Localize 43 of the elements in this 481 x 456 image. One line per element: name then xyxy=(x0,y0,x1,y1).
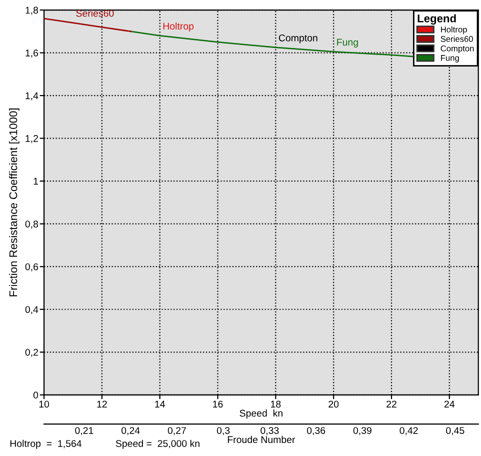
annotation: Series60 xyxy=(76,10,114,17)
text: Holtrop = 1,564 xyxy=(10,440,82,449)
annotation: Fung xyxy=(337,38,358,48)
x-tick-label: 24 xyxy=(444,400,455,408)
x2-tick-label: 0,27 xyxy=(168,427,186,436)
y-tick-label: 0 xyxy=(33,392,38,399)
x2-tick-label: 0,21 xyxy=(75,427,94,436)
x2-tick-label: 0,45 xyxy=(446,427,464,436)
x2-tick-label: 0,3 xyxy=(216,427,230,436)
text: Speed = 25,000 kn xyxy=(116,440,200,449)
line-series xyxy=(130,30,416,58)
y-tick-label: 0,8 xyxy=(25,220,38,229)
y-tick-label: 1,2 xyxy=(26,135,38,144)
x-axis-title: Speed kn xyxy=(240,410,282,419)
y-tick-label: 0,2 xyxy=(25,348,38,357)
line-series xyxy=(44,18,132,32)
x2-tick-label: 0,36 xyxy=(306,427,326,436)
y-axis-title: Friction Resistance Coefficient [x1000] xyxy=(9,108,20,296)
x-tick-label: 12 xyxy=(97,400,107,408)
x2-axis-title: Froude Number xyxy=(228,436,296,444)
x-tick-label: 10 xyxy=(39,400,50,408)
legend-label: Series60 xyxy=(440,36,473,42)
y-tick-label: 1 xyxy=(34,178,38,185)
legend-label: Compton xyxy=(440,45,474,54)
x-tick-label: 22 xyxy=(386,400,396,408)
y-tick-label: 0,4 xyxy=(25,306,38,314)
legend-label: Holtrop xyxy=(441,26,467,34)
x2-tick-label: 0,33 xyxy=(260,427,279,436)
x2-tick-label: 0,39 xyxy=(353,427,372,436)
annotation: Compton xyxy=(278,34,318,44)
y-tick-label: 0,6 xyxy=(25,263,38,272)
x-tick-label: 14 xyxy=(155,400,165,408)
x2-tick-label: 0,42 xyxy=(400,427,418,436)
x-tick-label: 16 xyxy=(213,400,223,408)
legend-title: Legend xyxy=(418,14,456,25)
y-tick-label: 1,8 xyxy=(26,6,38,15)
y-tick-label: 1,4 xyxy=(26,92,38,100)
x2-tick-label: 0,24 xyxy=(121,427,140,436)
legend-label: Fung xyxy=(441,55,459,63)
y-tick-label: 1,6 xyxy=(26,50,38,58)
annotation: Holtrop xyxy=(163,22,194,32)
x-tick-label: 20 xyxy=(328,400,339,408)
x-tick-label: 18 xyxy=(270,400,281,408)
